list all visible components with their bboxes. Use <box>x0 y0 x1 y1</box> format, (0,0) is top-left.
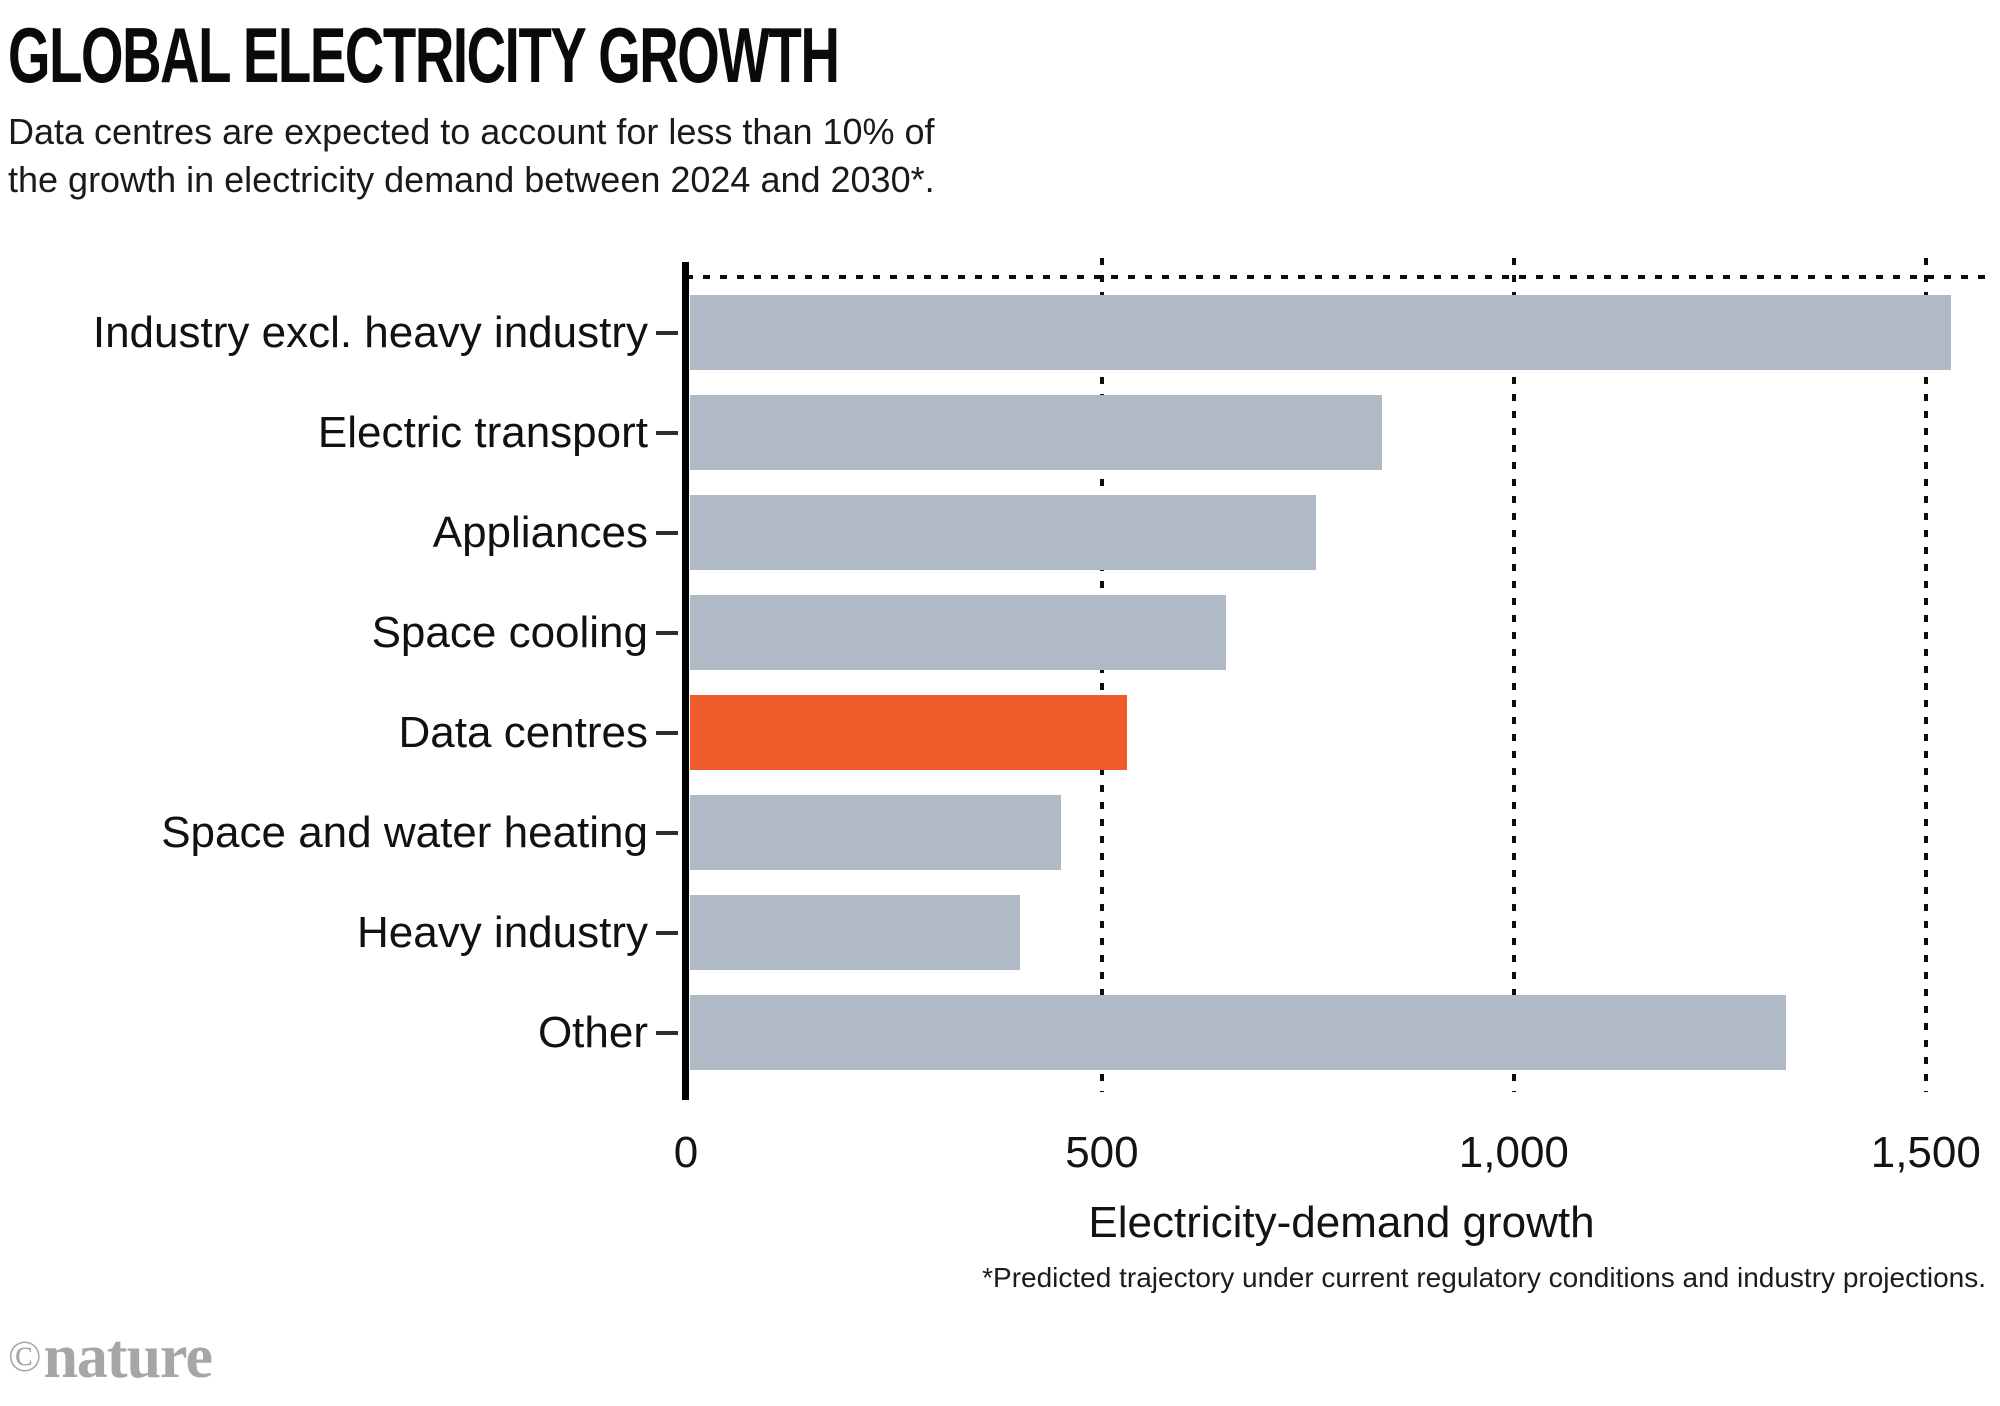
bar-electric-transport <box>690 395 1382 470</box>
category-label: Heavy industry <box>356 907 648 957</box>
x-axis-title: Electricity-demand growth <box>1088 1198 1595 1247</box>
plot-top-border <box>686 275 1995 279</box>
category-label: Appliances <box>432 507 648 557</box>
category-tick-mark <box>656 630 678 635</box>
category-label: Other <box>537 1007 648 1057</box>
category-tick-mark <box>656 930 678 935</box>
x-tick-label: 1,500 <box>1870 1128 1981 1177</box>
nature-logo: ©nature <box>8 1322 213 1393</box>
category-tick-mark <box>656 330 678 335</box>
category-tick-mark <box>656 830 678 835</box>
category-label: Data centres <box>398 707 648 757</box>
footnote: *Predicted trajectory under current regu… <box>982 1262 1986 1293</box>
bar-space-and-water-heating <box>690 795 1061 870</box>
gridline-1,500 <box>1923 258 1928 1092</box>
bar-appliances <box>690 495 1316 570</box>
bar-industry-excl-heavy-industry <box>690 295 1951 370</box>
copyright-icon: © <box>8 1332 44 1381</box>
bar-space-cooling <box>690 595 1226 670</box>
chart-title: GLOBAL ELECTRICITY GROWTH <box>8 11 840 99</box>
chart-subtitle-line1: Data centres are expected to account for… <box>8 111 935 152</box>
x-tick-label: 0 <box>673 1128 699 1177</box>
gridline-500 <box>1099 258 1104 1092</box>
category-tick-mark <box>656 1030 678 1035</box>
bar-other <box>690 995 1786 1070</box>
category-label: Electric transport <box>317 407 648 457</box>
category-tick-mark <box>656 430 678 435</box>
category-label: Space and water heating <box>161 807 648 857</box>
category-tick-mark <box>656 730 678 735</box>
category-label: Industry excl. heavy industry <box>92 307 648 357</box>
x-tick-label: 500 <box>1065 1128 1139 1177</box>
nature-logo-text: nature <box>43 1323 213 1391</box>
bar-data-centres <box>690 695 1127 770</box>
gridline-1,000 <box>1511 258 1516 1092</box>
category-label: Space cooling <box>371 607 648 657</box>
category-tick-mark <box>656 530 678 535</box>
bar-heavy-industry <box>690 895 1020 970</box>
chart-subtitle: Data centres are expected to account for… <box>8 108 935 204</box>
y-axis-line <box>682 262 689 1100</box>
x-tick-label: 1,000 <box>1458 1128 1569 1177</box>
chart-subtitle-line2: the growth in electricity demand between… <box>8 159 935 200</box>
